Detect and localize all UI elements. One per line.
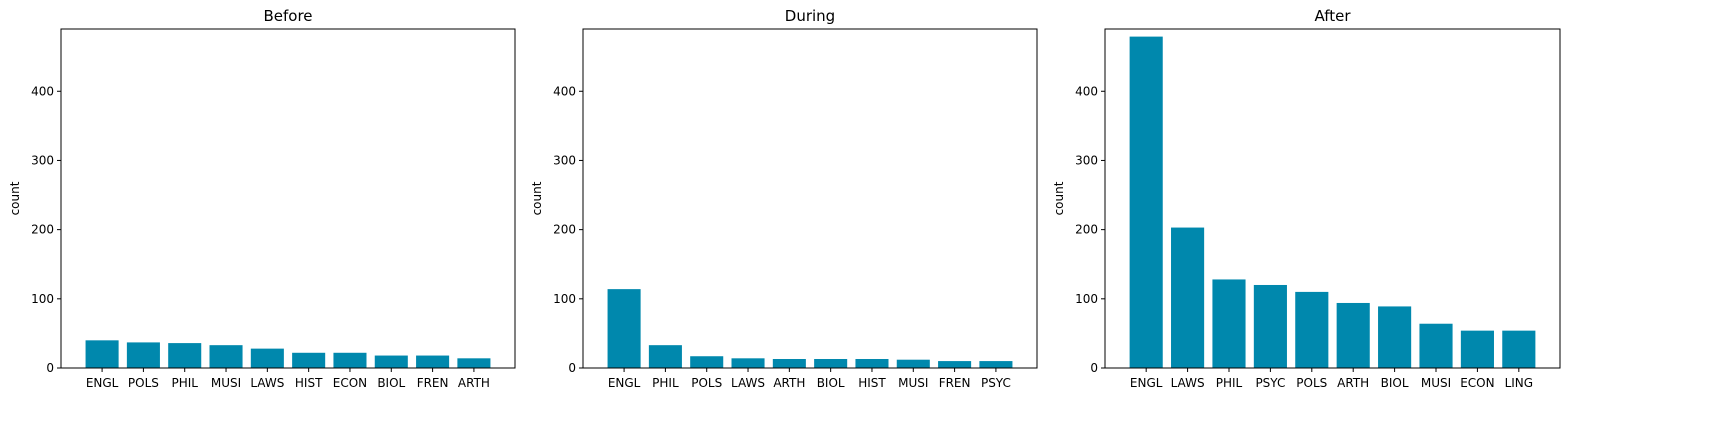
x-tick-label: ARTH	[773, 376, 805, 390]
y-tick-label: 400	[31, 84, 54, 98]
y-tick-label: 200	[31, 223, 54, 237]
y-tick-label: 400	[1075, 84, 1098, 98]
x-tick-label: ENGL	[608, 376, 641, 390]
axes-frame	[1104, 28, 1561, 369]
x-tick-label: LAWS	[250, 376, 284, 390]
bar-econ	[333, 352, 367, 368]
bar-engl	[607, 289, 641, 368]
y-tick-label: 400	[553, 84, 576, 98]
x-tick-label: MUSI	[211, 376, 241, 390]
x-tick-label: ENGL	[86, 376, 119, 390]
bar-biol	[1378, 306, 1412, 368]
chart-panel-0: Before count ENGL POLS PHIL MUSI LAWS HIST ECON B…	[8, 7, 516, 390]
y-tick-label: 100	[553, 292, 576, 306]
bar-ling	[1502, 330, 1536, 368]
x-tick-label: POLS	[691, 376, 722, 390]
x-tick-label: PSYC	[981, 376, 1011, 390]
x-tick-label: BIOL	[817, 376, 845, 390]
y-tick-label: 100	[1075, 292, 1098, 306]
x-tick-label: PSYC	[1255, 376, 1285, 390]
x-tick-label: LAWS	[1171, 376, 1205, 390]
y-tick-label: 0	[46, 361, 54, 375]
x-tick-label: HIST	[295, 376, 323, 390]
bar-arth	[1336, 302, 1370, 368]
bar-psyc	[1253, 284, 1287, 368]
bar-fren	[416, 355, 450, 368]
bar-musi	[209, 345, 243, 368]
x-tick-label: ARTH	[1337, 376, 1369, 390]
x-tick-label: PHIL	[171, 376, 198, 390]
x-tick-label: MUSI	[1421, 376, 1451, 390]
y-tick-label: 0	[1090, 361, 1098, 375]
bar-phil	[168, 343, 202, 368]
bar-econ	[1460, 330, 1494, 368]
y-tick-label: 200	[553, 223, 576, 237]
x-tick-label: LING	[1505, 376, 1534, 390]
x-tick-label: ARTH	[458, 376, 490, 390]
x-tick-label: ECON	[333, 376, 367, 390]
x-tick-label: MUSI	[898, 376, 928, 390]
y-axis-label: count	[530, 181, 544, 215]
x-tick-label: LAWS	[731, 376, 765, 390]
bar-phil	[648, 345, 682, 368]
y-tick-label: 300	[1075, 153, 1098, 167]
y-tick-label: 0	[568, 361, 576, 375]
x-tick-label: POLS	[128, 376, 159, 390]
y-axis-label: count	[8, 181, 22, 215]
bar-hist	[855, 359, 889, 368]
bar-biol	[374, 355, 408, 368]
y-axis-label: count	[1052, 181, 1066, 215]
bar-arth	[772, 359, 806, 368]
bar-engl	[1129, 36, 1163, 369]
x-tick-label: ECON	[1460, 376, 1494, 390]
x-tick-label: FREN	[939, 376, 971, 390]
bar-musi	[896, 359, 930, 368]
chart-panel-1: During count ENGL PHIL POLS LAWS ARTH BIOL HIST M…	[530, 7, 1038, 390]
axes-frame	[582, 28, 1038, 369]
bar-laws	[1171, 227, 1205, 368]
axes-frame	[60, 28, 516, 369]
bar-pols	[126, 342, 160, 368]
x-tick-label: HIST	[858, 376, 886, 390]
x-tick-label: POLS	[1296, 376, 1327, 390]
bar-fren	[938, 361, 972, 368]
x-tick-label: PHIL	[1216, 376, 1243, 390]
chart-panel-2: After count ENGL LAWS PHIL PSYC POLS ARTH BIOL MU…	[1052, 7, 1561, 390]
y-tick-label: 100	[31, 292, 54, 306]
bar-psyc	[979, 361, 1013, 368]
chart-title: Before	[263, 7, 312, 25]
bar-laws	[250, 348, 284, 368]
x-tick-label: ENGL	[1130, 376, 1163, 390]
x-tick-label: BIOL	[1381, 376, 1409, 390]
chart-title: During	[785, 7, 835, 25]
bar-engl	[85, 340, 119, 368]
bar-pols	[1295, 291, 1329, 368]
bar-laws	[731, 358, 765, 368]
bar-musi	[1419, 323, 1453, 368]
y-tick-label: 300	[31, 153, 54, 167]
chart-title: After	[1314, 7, 1351, 25]
y-tick-label: 300	[553, 153, 576, 167]
x-tick-label: PHIL	[652, 376, 679, 390]
x-tick-label: BIOL	[377, 376, 405, 390]
bar-pols	[690, 356, 724, 368]
bar-biol	[814, 359, 848, 368]
x-tick-label: FREN	[417, 376, 449, 390]
bar-arth	[457, 358, 491, 368]
y-tick-label: 200	[1075, 223, 1098, 237]
bar-phil	[1212, 279, 1246, 368]
bar-hist	[292, 352, 326, 368]
